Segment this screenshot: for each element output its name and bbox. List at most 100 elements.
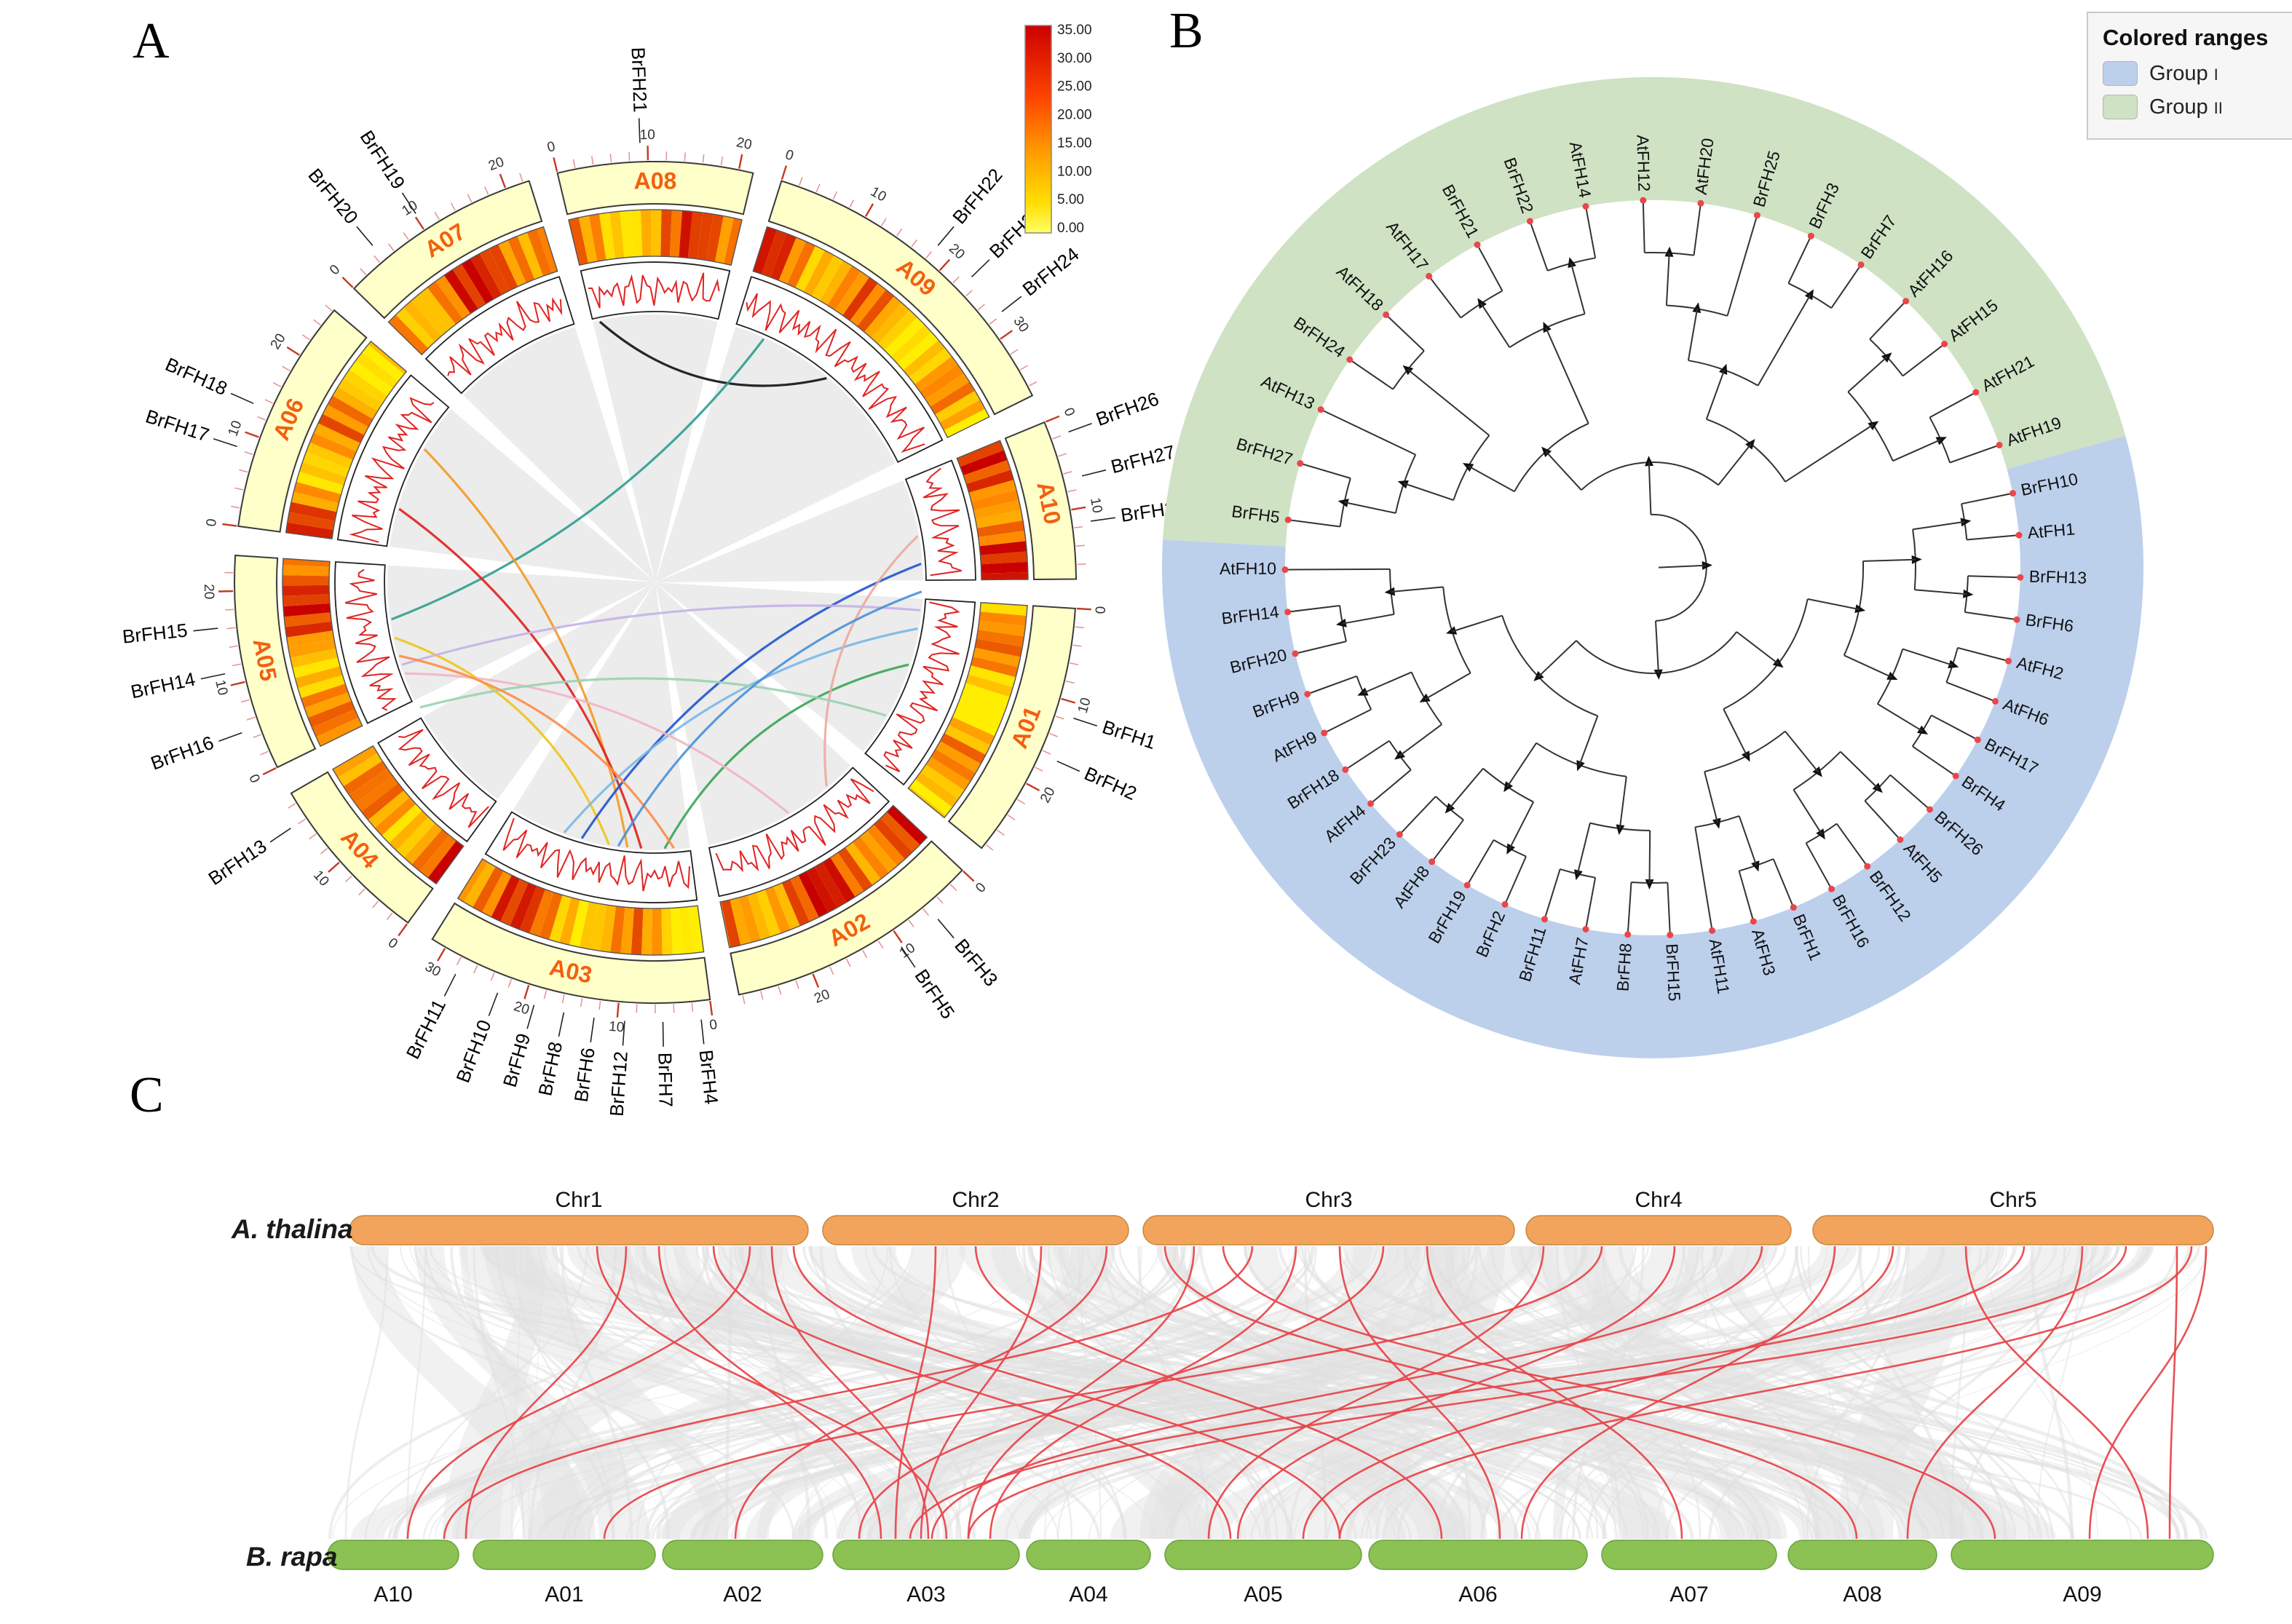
background-link [609, 1245, 1938, 1540]
tree-branch [1448, 768, 1484, 809]
tick [893, 930, 903, 943]
tree-branch [1391, 586, 1444, 593]
tick-label: 10 [897, 940, 918, 962]
tree-branch [1892, 438, 1942, 462]
gene-leader-line [700, 1019, 705, 1045]
heatmap-cell [966, 470, 1014, 493]
heatmap-cell [981, 561, 1028, 574]
heatmap-cell [308, 700, 355, 728]
tree-branch [1403, 483, 1454, 502]
background-link [701, 1245, 941, 1540]
background-link [349, 1245, 795, 1540]
top-chromosome-bar [1812, 1215, 2214, 1245]
heatmap-cell [973, 499, 1021, 520]
background-link [1795, 1245, 2007, 1540]
inner-sector [655, 480, 923, 582]
density-line [502, 817, 690, 892]
tick [829, 966, 834, 975]
heatmap-ring [282, 558, 363, 748]
node-marker [1576, 760, 1585, 772]
heatmap-cell [289, 502, 337, 521]
heatmap-cell [724, 218, 743, 266]
bottom-chromosome-bar [1787, 1540, 1937, 1570]
density-line [588, 272, 720, 309]
tick [799, 177, 803, 186]
bottom-chromosome-bar [662, 1540, 823, 1570]
bottom-chromosome-label: A01 [545, 1583, 583, 1607]
leaf-tip [1428, 858, 1436, 866]
tree-branch [1785, 424, 1874, 483]
node-marker [1712, 817, 1721, 829]
gene-leader-line [1068, 423, 1092, 433]
tick [1010, 349, 1019, 355]
tick [360, 268, 367, 275]
heatmap-cell [944, 725, 991, 755]
leaf-label: BrFH15 [1662, 943, 1684, 1002]
node-marker [1397, 480, 1409, 489]
tick [246, 716, 256, 721]
tick [260, 750, 269, 756]
tree-branch [1847, 356, 1888, 393]
tick-label: 20 [201, 584, 216, 600]
heatmap-cell [935, 390, 981, 423]
scale-tick-label: 35.00 [1057, 23, 1092, 38]
heatmap-cell [641, 908, 652, 955]
background-link [512, 1245, 615, 1540]
background-link [663, 1245, 963, 1540]
tick [222, 523, 237, 527]
heatmap-cell [814, 862, 847, 908]
tick [1077, 563, 1086, 566]
heatmap-cell [337, 753, 383, 787]
heatmap-cell [795, 245, 825, 292]
leaf-tip [1501, 900, 1509, 908]
tick [239, 469, 248, 473]
leaf-tip [1667, 931, 1674, 938]
heatmap-cell [323, 405, 369, 435]
heatmap-cell [909, 348, 952, 385]
leaf-tip [1396, 831, 1403, 838]
tree-branch [1864, 800, 1901, 841]
tree-branch [1931, 714, 1978, 741]
tick [374, 255, 381, 263]
density-ring [708, 767, 890, 898]
tick [673, 1004, 675, 1013]
leaf-tip [1640, 197, 1647, 204]
tick [234, 487, 244, 491]
tree-branch [1288, 519, 1340, 528]
leaf-tip [1941, 341, 1948, 348]
background-link [1118, 1245, 1763, 1540]
tick [1075, 544, 1085, 547]
gene-leader-line [218, 732, 242, 742]
heatmap-cell [936, 741, 981, 773]
tree-branch [1736, 631, 1779, 665]
node-marker [1568, 257, 1576, 269]
heatmap-ring [387, 226, 558, 356]
tick [963, 870, 975, 882]
gene-label: BrFH22 [948, 164, 1007, 228]
node-marker [1917, 725, 1929, 734]
tree-branch [1648, 462, 1652, 515]
tree-branch [1738, 871, 1755, 922]
heatmap-ring [568, 209, 743, 266]
heatmap-cell [679, 906, 694, 954]
heatmap-cell [837, 847, 873, 892]
heatmap-cell [284, 612, 332, 627]
heatmap-cell [925, 756, 971, 791]
heatmap-ring [285, 340, 408, 539]
heatmap-cell [411, 829, 449, 871]
bottom-chromosome-label: A05 [1244, 1583, 1282, 1607]
tick [778, 986, 782, 995]
leaf-tip [1972, 389, 1980, 396]
heatmap-cell [781, 879, 810, 926]
leaf-tip [1952, 772, 1959, 780]
tick [1074, 526, 1083, 528]
inner-sector [463, 326, 655, 582]
heatmap-cell [948, 716, 995, 746]
heatmap-cell [388, 314, 429, 355]
heatmap-cell [871, 303, 910, 344]
background-link [1003, 1245, 2203, 1540]
heatmap-cell [620, 907, 634, 954]
gene-leader-line [662, 1021, 664, 1047]
leaf-tip [1897, 836, 1904, 843]
node-marker [1384, 587, 1396, 596]
